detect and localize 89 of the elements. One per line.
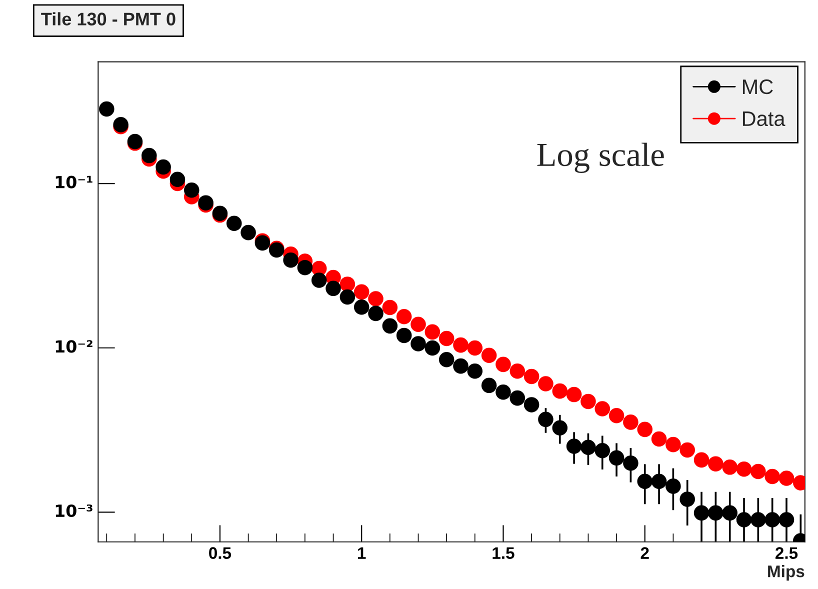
chart-title: Tile 130 - PMT 0 [41,12,176,26]
point [410,336,426,352]
point [580,394,596,410]
y-tick-label: 10⁻³ [56,504,92,518]
point [708,456,724,472]
x-tick-label: 0.5 [209,547,232,559]
point [566,386,582,402]
point [340,276,356,292]
point [750,464,766,480]
x-tick-label: 2.5 [775,547,798,559]
point [566,438,582,454]
point [382,318,398,334]
x-tick-label: 2 [640,547,649,559]
point [694,505,710,521]
point [538,412,554,428]
point [608,408,624,424]
point [99,101,114,117]
point [764,512,780,528]
point [424,324,440,340]
point [651,431,667,447]
point [580,440,596,456]
point [778,512,794,528]
point [467,363,483,379]
y-tick-label: 10⁻¹ [56,176,92,188]
point [396,328,412,344]
point [736,512,752,528]
point [354,299,370,315]
point [354,284,370,300]
point [594,401,610,416]
x-axis-title: Mips [768,565,804,581]
point [254,235,270,251]
point [764,468,780,484]
point [467,340,483,356]
point [510,363,526,379]
point [481,348,497,364]
point [694,452,710,468]
point [666,478,681,494]
point [496,384,511,400]
x-tick-label: 1 [358,547,366,559]
point [326,280,341,296]
point [481,378,497,394]
point [722,460,738,475]
point [410,316,426,332]
point [226,216,242,232]
point [184,182,200,198]
point [424,340,440,356]
point [708,505,724,521]
point [453,337,468,353]
point [510,390,526,406]
x-tick-label: 1.5 [492,547,514,559]
point [340,289,356,305]
point [368,306,384,322]
point [311,272,327,288]
point [722,505,738,521]
point [666,436,681,452]
point [538,376,554,392]
point [524,397,540,412]
point [552,383,568,399]
point [680,442,695,458]
point [623,414,638,430]
point [651,474,667,490]
point [778,470,794,486]
point [438,352,454,368]
point [594,442,610,458]
point [637,474,653,490]
point [453,358,468,374]
point [368,291,384,306]
point [680,492,695,507]
point [283,252,298,268]
point [396,308,412,324]
point [142,148,157,164]
point [750,512,766,528]
point [496,356,511,372]
legend-label: Data [742,112,786,126]
point [297,260,313,276]
point [736,461,752,477]
point [524,368,540,384]
y-tick-label: 10⁻² [56,340,92,353]
point [438,330,454,346]
point [637,422,653,438]
point [156,159,171,175]
annotation: Log scale [537,142,664,174]
point [552,420,568,436]
point [608,450,624,466]
point [623,455,638,471]
point [240,224,256,240]
point [382,300,398,316]
point [170,172,186,188]
legend-label: MC [742,79,773,94]
